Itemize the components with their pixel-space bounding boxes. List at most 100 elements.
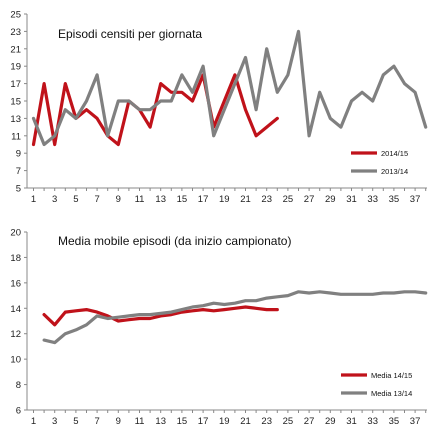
y-tick-label: 9: [16, 149, 21, 160]
data-point: [170, 311, 173, 313]
data-point: [181, 91, 183, 94]
data-point: [403, 82, 406, 85]
x-tick-label: 27: [304, 416, 315, 427]
data-point: [202, 304, 205, 307]
data-point: [149, 126, 152, 128]
x-tick-label: 17: [198, 416, 209, 427]
data-point: [234, 302, 236, 305]
data-point: [149, 313, 152, 316]
data-point: [53, 143, 56, 146]
x-tick-label: 9: [116, 194, 121, 205]
data-point: [255, 108, 257, 111]
x-tick-label: 15: [177, 416, 188, 427]
data-point: [414, 290, 416, 293]
data-point: [159, 312, 162, 315]
data-point: [138, 108, 141, 111]
x-tick-label: 11: [135, 416, 145, 427]
data-point: [64, 108, 67, 111]
x-tick-label: 3: [52, 194, 57, 205]
data-point: [382, 292, 385, 294]
data-point: [276, 295, 279, 298]
data-point: [223, 108, 226, 111]
series-line-2014-15: [31, 73, 279, 147]
data-point: [32, 117, 35, 120]
data-point: [371, 100, 374, 102]
x-tick-label: 1: [31, 194, 36, 205]
data-point: [403, 290, 406, 293]
data-point: [297, 30, 300, 33]
data-point: [64, 82, 67, 85]
y-tick-label: 5: [16, 184, 21, 195]
y-tick-label: 23: [10, 27, 21, 38]
data-point: [191, 306, 194, 308]
data-point: [265, 308, 268, 311]
data-point: [318, 91, 321, 94]
data-point: [191, 100, 194, 102]
x-tick-label: 21: [240, 194, 251, 205]
data-point: [244, 108, 247, 111]
data-point: [202, 65, 205, 68]
data-point: [234, 74, 236, 76]
data-point: [265, 297, 268, 300]
data-point: [276, 308, 279, 311]
data-point: [75, 329, 77, 331]
y-tick-label: 16: [10, 278, 21, 289]
data-point: [32, 143, 35, 146]
data-point: [106, 134, 109, 137]
x-tick-label: 5: [73, 194, 78, 205]
x-tick-label: 35: [389, 194, 400, 205]
data-point: [85, 108, 88, 111]
data-point: [393, 65, 395, 68]
y-tick-label: 19: [10, 62, 21, 73]
data-point: [287, 74, 289, 76]
data-point: [138, 313, 141, 316]
legend-label: Media 13/14: [371, 389, 412, 398]
x-tick-label: 25: [283, 194, 294, 205]
series-line-2013-14: [31, 29, 428, 147]
legend-label: Media 14/15: [371, 371, 412, 380]
y-tick-label: 6: [16, 406, 21, 417]
data-point: [223, 303, 226, 306]
data-point: [255, 134, 257, 137]
data-point: [127, 315, 130, 317]
data-point: [234, 307, 236, 310]
y-tick-label: 8: [16, 380, 21, 391]
y-tick-label: 7: [16, 166, 21, 177]
x-tick-label: 21: [240, 416, 251, 427]
x-tick-label: 9: [116, 416, 121, 427]
data-point: [106, 317, 109, 320]
data-point: [308, 292, 310, 294]
data-point: [361, 293, 363, 296]
data-point: [149, 108, 152, 111]
data-point: [96, 315, 98, 317]
data-point: [149, 317, 152, 320]
data-point: [244, 56, 247, 59]
data-point: [287, 294, 289, 297]
data-point: [382, 74, 385, 76]
x-tick-label: 11: [135, 194, 145, 205]
data-point: [43, 313, 45, 316]
data-point: [265, 126, 268, 128]
data-point: [350, 100, 353, 102]
x-tick-label: 25: [283, 416, 294, 427]
x-tick-label: 37: [410, 194, 421, 205]
data-point: [255, 307, 257, 310]
data-point: [244, 306, 247, 308]
y-tick-label: 21: [10, 44, 21, 55]
x-tick-label: 37: [410, 416, 421, 427]
x-tick-label: 19: [219, 194, 230, 205]
data-point: [424, 126, 427, 128]
x-tick-label: 17: [198, 194, 209, 205]
data-point: [170, 91, 173, 94]
data-point: [340, 293, 342, 296]
data-point: [43, 82, 45, 85]
data-point: [234, 82, 236, 85]
data-point: [276, 91, 279, 94]
x-tick-label: 15: [177, 194, 188, 205]
data-point: [75, 309, 77, 312]
legend-label: 2014/15: [381, 149, 408, 158]
data-point: [53, 323, 56, 326]
